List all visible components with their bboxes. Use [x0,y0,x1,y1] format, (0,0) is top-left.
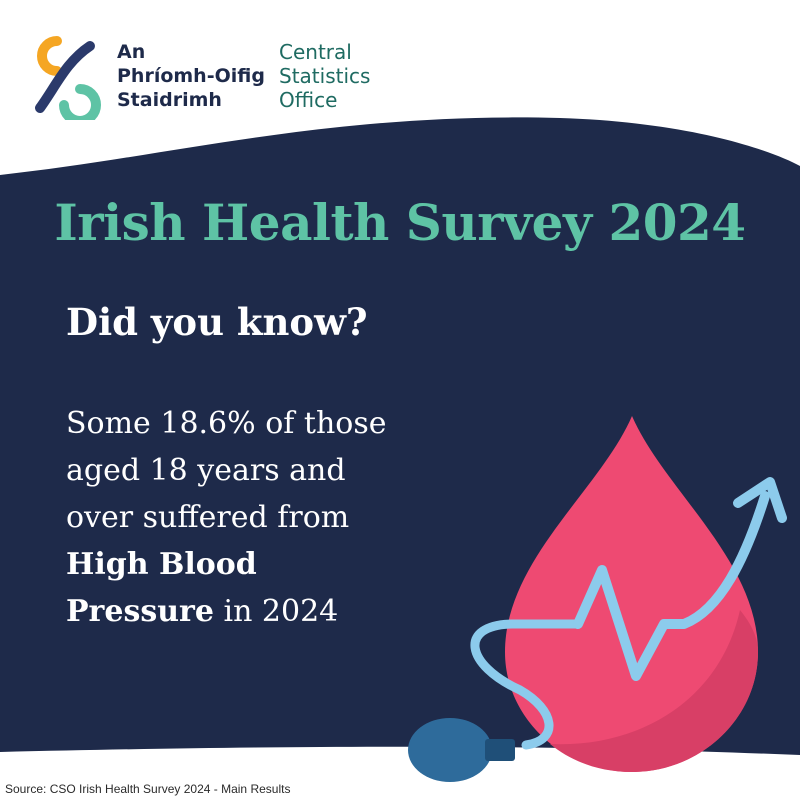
blood-drop-icon [505,416,758,772]
cso-logo-icon [35,36,101,120]
logo-irish-line: Staidrimh [117,89,222,111]
source-note: Source: CSO Irish Health Survey 2024 - M… [5,782,291,796]
page-title: Irish Health Survey 2024 [54,193,746,252]
fact-statement: Some 18.6% of those aged 18 years and ov… [66,400,486,635]
blood-pressure-pump-icon [408,718,515,782]
pump-hose [470,619,583,750]
fact-line: in 2024 [213,594,339,629]
header: An Phríomh-Oifig Staidrimh Central Stati… [0,0,800,140]
logo-irish-line: An [117,41,146,63]
did-you-know-heading: Did you know? [66,300,368,344]
fact-line: over suffered from [66,500,350,535]
logo-english-line: Statistics [279,64,371,88]
blood-pressure-illustration [408,416,787,782]
fact-highlight: High Blood [66,547,257,582]
logo-english-name: Central Statistics Office [279,40,370,112]
logo-irish-name: An Phríomh-Oifig Staidrimh [117,40,265,112]
fact-highlight: Pressure [66,594,214,629]
logo-english-line: Central [279,40,352,64]
fact-line: aged 18 years and [66,453,346,488]
fact-line: Some 18.6% of those [66,406,387,441]
logo-irish-line: Phríomh-Oifig [117,65,265,87]
pulse-line-icon [573,477,787,681]
logo-english-line: Office [279,88,338,112]
